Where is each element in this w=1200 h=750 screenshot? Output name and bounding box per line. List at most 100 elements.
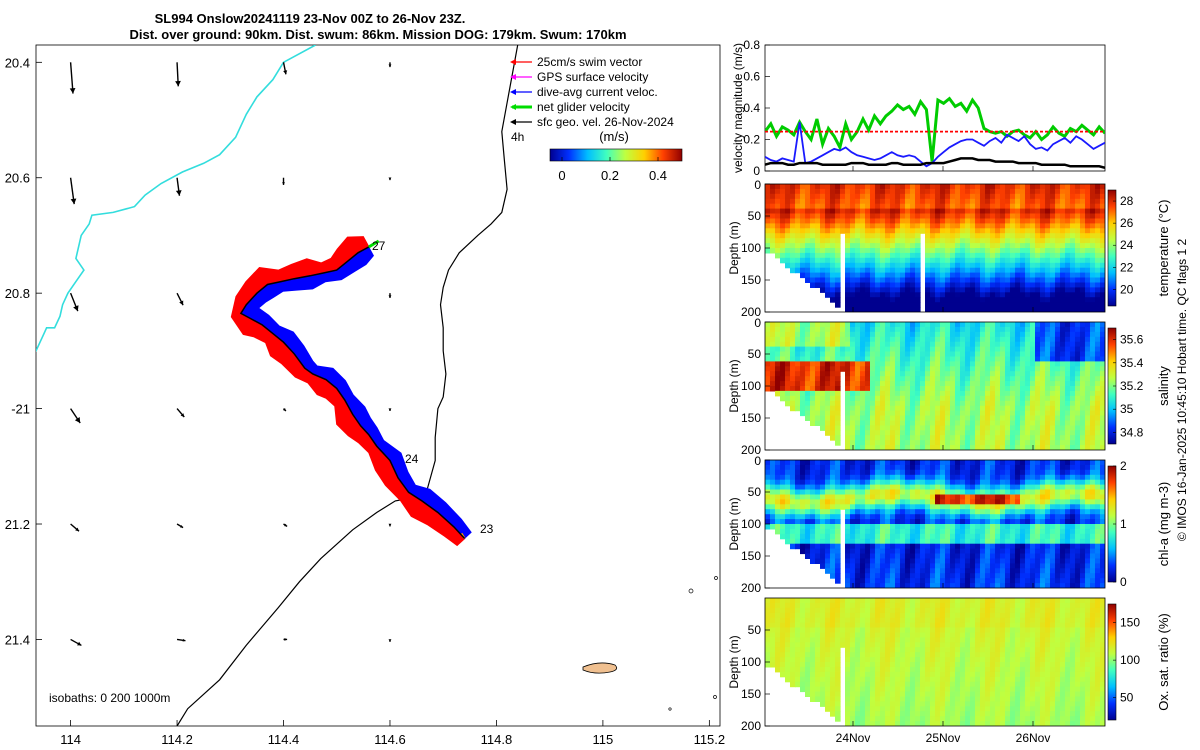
section-cell: [855, 272, 861, 279]
section-cell: [1030, 208, 1036, 215]
section-cell: [1100, 252, 1105, 259]
section-cell: [990, 568, 996, 574]
section-cell: [1010, 425, 1016, 431]
section-cell: [1050, 533, 1056, 540]
section-cell: [1005, 341, 1011, 348]
section-cell: [985, 351, 991, 357]
section-cell: [910, 568, 916, 574]
section-cell: [955, 361, 961, 367]
section-cell: [1025, 400, 1031, 407]
section-cell: [860, 248, 866, 254]
section-cell: [1090, 193, 1096, 200]
section-cell: [1050, 302, 1056, 308]
section-cell: [1040, 430, 1046, 436]
section-cell: [965, 528, 971, 535]
section-cell: [805, 188, 811, 195]
section-cell: [880, 425, 886, 431]
section-cell: [985, 277, 991, 283]
section-cell: [880, 356, 886, 362]
section-cell: [935, 553, 941, 559]
section-cell: [1025, 524, 1031, 530]
section-cell: [1100, 386, 1105, 392]
section-cell: [785, 469, 791, 476]
section-cell: [945, 326, 951, 333]
section-cell: [980, 474, 986, 481]
section-cell: [925, 184, 931, 190]
section-cell: [1050, 509, 1056, 515]
section-cell: [980, 381, 986, 387]
section-cell: [930, 573, 936, 579]
section-cell: [1055, 440, 1061, 446]
section-cell: [860, 198, 866, 205]
sfc-vector-head: [388, 177, 392, 181]
section-cell: [865, 469, 871, 476]
map-x-tick-label: 114.6: [374, 732, 406, 747]
section-cell: [815, 322, 821, 328]
section-cell: [855, 198, 861, 205]
section-cell: [905, 302, 911, 308]
section-cell: [1045, 257, 1051, 264]
section-cell: [1060, 583, 1066, 588]
section-cell: [940, 262, 946, 269]
section-cell: [950, 297, 956, 303]
section-cell: [865, 297, 871, 303]
section-cell: [980, 252, 986, 259]
section-cell: [960, 533, 966, 540]
section-cell: [950, 499, 956, 505]
section-cell: [1025, 425, 1031, 431]
section-cell: [955, 533, 961, 540]
section-cell: [970, 430, 976, 436]
section-cell: [955, 390, 961, 397]
section-cell: [765, 474, 771, 481]
section-cell: [885, 509, 891, 515]
section-cell: [1070, 509, 1076, 515]
section-cell: [930, 351, 936, 357]
section-cell: [1020, 479, 1026, 486]
section-cell: [900, 213, 906, 219]
section-cell: [940, 386, 946, 392]
section-cell: [780, 257, 786, 264]
section-cell: [835, 469, 841, 476]
section-cell: [785, 238, 791, 244]
section-cell: [975, 484, 981, 491]
section-cell: [1040, 410, 1046, 417]
section-cell: [815, 484, 821, 491]
section-cell: [805, 331, 811, 338]
section-cell: [1085, 361, 1091, 367]
section-cell: [1065, 469, 1071, 476]
section-cell: [985, 243, 991, 249]
section-cell: [1015, 277, 1021, 283]
section-cell: [865, 267, 871, 274]
section-cell: [780, 203, 786, 210]
section-cell: [795, 479, 801, 486]
section-cell: [910, 326, 916, 333]
section-cell: [1020, 351, 1026, 357]
section-cell: [1000, 381, 1006, 387]
section-cell: [880, 489, 886, 495]
section-cell: [805, 346, 811, 353]
section-cell: [915, 469, 921, 476]
section-cell: [970, 509, 976, 515]
section-cell: [805, 386, 811, 392]
section-cell: [900, 248, 906, 254]
section-cell: [935, 563, 941, 569]
section-colorbar: [1107, 189, 1117, 307]
section-cell: [850, 188, 856, 195]
section-cell: [1090, 336, 1096, 343]
section-cell: [1030, 410, 1036, 417]
section-cell: [900, 307, 906, 312]
section-cell: [870, 356, 876, 362]
section-cell: [935, 514, 941, 520]
section-cell: [990, 509, 996, 515]
section-cell: [955, 405, 961, 412]
section-cell: [1060, 519, 1066, 525]
section-cell: [855, 243, 861, 249]
section-cell: [1095, 322, 1101, 328]
section-cell: [955, 248, 961, 254]
section-cell: [1020, 553, 1026, 559]
section-cell: [875, 292, 881, 298]
section-cell: [785, 262, 791, 269]
section-cell: [995, 371, 1001, 377]
section-cell: [880, 548, 886, 555]
